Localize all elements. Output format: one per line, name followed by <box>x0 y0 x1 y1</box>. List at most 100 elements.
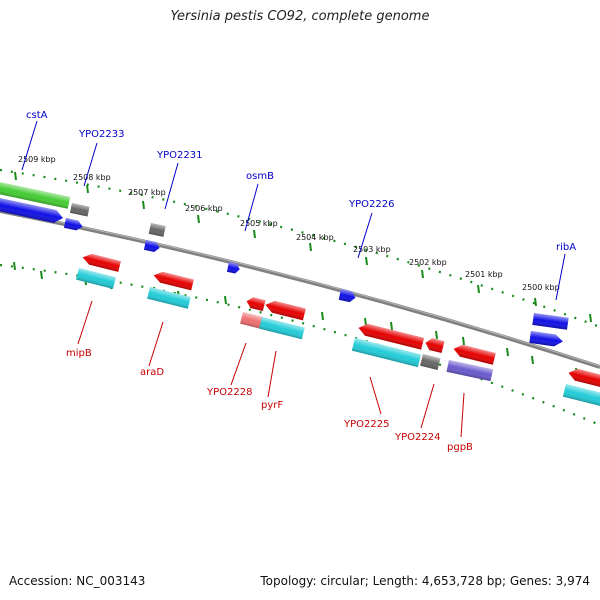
label-leader-lines <box>21 120 566 438</box>
leader-line <box>244 183 259 232</box>
gene-shading <box>226 262 240 274</box>
gene-label-ypo2224: YPO2224 <box>394 432 440 443</box>
scale-tick <box>197 214 200 224</box>
scale-tick <box>40 270 43 280</box>
scale-tick <box>365 256 368 266</box>
gene-shading <box>259 317 305 340</box>
leader-line <box>21 120 38 171</box>
gene-shading <box>143 240 160 252</box>
gene-shading <box>82 253 121 272</box>
gene-label-pgpb: pgpB <box>447 442 473 453</box>
scale-tick <box>534 297 537 307</box>
scale-tick <box>462 336 465 346</box>
gene-shading <box>246 297 266 312</box>
cyan-gene-feature[interactable] <box>351 338 421 368</box>
gene-shading <box>76 268 116 289</box>
outer-scale-track <box>0 168 600 329</box>
cyan-gene-feature[interactable] <box>259 317 305 340</box>
gene-labels: cstA YPO2233 YPO2231 osmB YPO2226 ribA mipB ara… <box>26 110 576 453</box>
red-gene-feature[interactable] <box>81 252 121 272</box>
scale-label: 2505 kbp <box>240 219 278 228</box>
gray-gene-feature[interactable] <box>420 354 441 370</box>
cyan-gene-feature[interactable] <box>147 287 191 309</box>
gene-label-ypo2226: YPO2226 <box>348 199 394 210</box>
gray-gene-feature[interactable] <box>148 223 166 237</box>
gene-shading <box>0 180 71 209</box>
blue-gene-feature[interactable] <box>143 240 161 253</box>
gene-shading <box>338 289 356 303</box>
scale-label: 2507 kbp <box>128 188 166 197</box>
gene-label-ypo2233: YPO2233 <box>78 129 124 140</box>
scale-tick <box>253 229 256 239</box>
scale-label: 2503 kbp <box>353 245 391 254</box>
leader-line <box>420 383 435 429</box>
gene-features[interactable] <box>0 180 600 407</box>
gene-label-pyrf: pyrF <box>261 400 283 411</box>
scale-tick <box>14 171 17 181</box>
scale-label: 2502 kbp <box>409 258 447 267</box>
gene-label-mipb: mipB <box>66 348 92 359</box>
gene-shading <box>153 271 194 291</box>
gene-shading <box>358 323 425 350</box>
gene-shading <box>0 196 63 223</box>
pink-gene-feature[interactable] <box>240 312 263 329</box>
leader-line <box>267 350 277 398</box>
red-gene-feature[interactable] <box>567 367 600 389</box>
scale-tick <box>390 321 393 331</box>
gene-label-ypo2225: YPO2225 <box>343 419 389 430</box>
red-gene-feature[interactable] <box>264 299 306 321</box>
blue-gene-feature[interactable] <box>0 196 64 225</box>
scale-tick <box>224 295 227 305</box>
gene-shading <box>568 368 600 389</box>
scale-tick <box>142 200 145 210</box>
scale-tick <box>86 184 89 194</box>
red-gene-feature[interactable] <box>424 337 445 353</box>
gene-shading <box>562 384 600 407</box>
gene-shading <box>240 312 263 329</box>
inner-scale-track <box>0 263 600 427</box>
scale-tick <box>531 355 534 365</box>
green-gene-feature[interactable] <box>0 180 71 209</box>
gene-label-riba: ribA <box>556 242 576 253</box>
leader-line <box>164 162 179 210</box>
red-gene-feature[interactable] <box>357 322 425 350</box>
leader-line <box>148 321 164 367</box>
gene-label-arad: araD <box>140 367 164 378</box>
blue-gene-feature[interactable] <box>63 218 84 232</box>
scale-label: 2504 kbp <box>296 233 334 242</box>
leader-line <box>230 342 247 386</box>
gene-shading <box>446 360 494 382</box>
leader-line <box>555 253 566 301</box>
blue-gene-feature[interactable] <box>529 331 563 347</box>
scale-label: 2500 kbp <box>522 283 560 292</box>
accession-label: Accession: NC_003143 <box>9 574 146 588</box>
map-title: Yersinia pestis CO92, complete genome <box>170 9 430 24</box>
gene-label-osmb: osmB <box>246 171 274 182</box>
cyan-gene-feature[interactable] <box>76 268 116 289</box>
red-gene-feature[interactable] <box>152 270 194 291</box>
scale-label: 2508 kbp <box>73 173 111 182</box>
scale-label: 2509 kbp <box>18 155 56 164</box>
cyan-gene-feature[interactable] <box>562 384 600 407</box>
violet-gene-feature[interactable] <box>446 360 494 382</box>
gene-shading <box>63 218 83 231</box>
blue-gene-feature[interactable] <box>338 289 357 303</box>
scale-tick <box>421 269 424 279</box>
red-gene-feature[interactable] <box>245 296 266 312</box>
gene-shading <box>425 338 445 353</box>
scale-tick <box>321 311 324 321</box>
gray-gene-feature[interactable] <box>69 203 90 217</box>
red-gene-feature[interactable] <box>452 343 496 365</box>
scale-tick <box>477 284 480 294</box>
leader-line <box>357 212 373 259</box>
gene-shading <box>453 344 496 365</box>
gene-shading <box>351 338 421 368</box>
leader-line <box>83 142 98 187</box>
blue-gene-feature[interactable] <box>532 313 569 330</box>
gene-shading <box>265 300 306 321</box>
blue-gene-feature[interactable] <box>226 262 241 274</box>
scale-tick <box>435 330 438 340</box>
gene-shading <box>147 287 191 309</box>
gene-shading <box>420 354 441 370</box>
